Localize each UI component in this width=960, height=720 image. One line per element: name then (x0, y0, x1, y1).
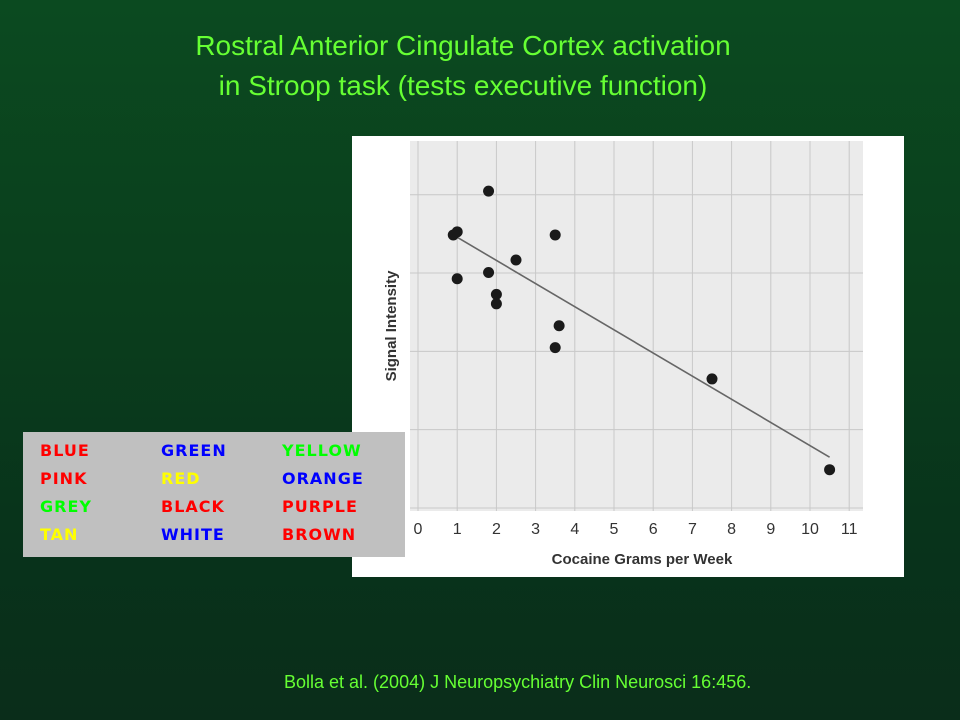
stroop-word: PINK (40, 469, 88, 488)
stroop-word: PURPLE (282, 497, 358, 516)
stroop-word: YELLOW (282, 441, 362, 460)
stroop-word: GREEN (161, 441, 227, 460)
stroop-word: BROWN (282, 525, 357, 544)
data-point (549, 342, 561, 354)
x-tick-label: 2 (492, 521, 501, 538)
x-tick-label: 5 (610, 521, 619, 538)
x-tick-label: 9 (766, 521, 775, 538)
chart-svg: 0 1 2 3 4 5 6 7 8 9 10 11 Cocaine Grams per Week Si… (383, 141, 863, 568)
data-point (483, 185, 495, 197)
x-tick-label: 11 (841, 521, 858, 538)
grid-lines (410, 141, 863, 511)
stroop-word: RED (161, 469, 201, 488)
title-line-1: Rostral Anterior Cingulate Cortex activa… (195, 30, 731, 61)
stroop-word: BLUE (40, 441, 90, 460)
stroop-word: BLACK (161, 497, 225, 516)
stroop-word: TAN (40, 525, 79, 544)
x-tick-label: 1 (453, 521, 462, 538)
slide-title: Rostral Anterior Cingulate Cortex activa… (0, 26, 926, 106)
data-point (553, 320, 565, 332)
data-point (490, 298, 502, 310)
data-points (447, 185, 836, 476)
stroop-word: WHITE (161, 525, 225, 544)
x-tick-label: 0 (414, 521, 423, 538)
data-point (451, 226, 463, 238)
stroop-color-words-card: BLUE GREEN YELLOW PINK RED ORANGE GREY BLACK PUR… (23, 432, 405, 557)
x-tick-label: 8 (727, 521, 736, 538)
data-point (549, 229, 561, 241)
stroop-word: ORANGE (282, 469, 364, 488)
title-line-2: in Stroop task (tests executive function… (218, 70, 708, 101)
x-tick-label: 4 (570, 521, 579, 538)
plot-area (410, 141, 863, 511)
x-tick-labels: 0 1 2 3 4 5 6 7 8 9 10 11 (414, 521, 858, 538)
citation: Bolla et al. (2004) J Neuropsychiatry Cl… (284, 672, 752, 692)
fit-line (452, 234, 831, 458)
y-axis-label: Signal Intensity (383, 270, 400, 382)
x-tick-label: 10 (801, 521, 819, 538)
data-point (824, 464, 836, 476)
data-point (490, 288, 502, 300)
data-point (510, 254, 522, 266)
data-point (451, 273, 463, 285)
scatter-chart: 0 1 2 3 4 5 6 7 8 9 10 11 Cocaine Grams per Week Si… (352, 136, 904, 577)
stroop-word: GREY (40, 497, 92, 516)
x-tick-label: 6 (649, 521, 658, 538)
data-point (483, 267, 495, 279)
x-axis-label: Cocaine Grams per Week (552, 551, 733, 568)
data-point (706, 373, 718, 385)
x-tick-label: 3 (531, 521, 540, 538)
x-tick-label: 7 (688, 521, 697, 538)
